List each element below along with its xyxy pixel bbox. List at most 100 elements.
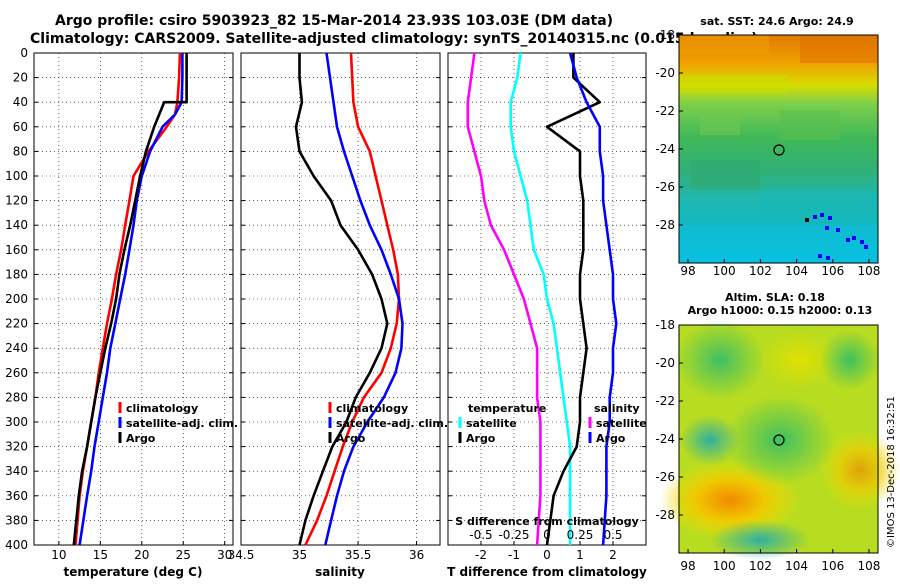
legend-argo: Argo: [336, 432, 366, 445]
depth-tick-label: 400: [5, 538, 28, 552]
salinity-legend: climatology satellite-adj. clim. Argo: [328, 402, 448, 445]
difference-legend: temperature satellite Argo salinity sate…: [458, 402, 647, 445]
series-line-argo: [72, 53, 188, 546]
sla-map-texture: [660, 320, 900, 560]
depth-tick-label: 160: [5, 243, 28, 257]
t-difference-axis-label: T difference from climatology: [447, 565, 647, 579]
legend-satellite-adj: satellite-adj. clim.: [336, 417, 448, 430]
lat-tick-label: -18: [655, 28, 675, 42]
s-tick-label: -0.5: [469, 528, 492, 542]
depth-tick-label: 120: [5, 194, 28, 208]
salinity-plot-frame: [240, 52, 441, 546]
sla-map-title: Altim. SLA: 0.18: [725, 291, 825, 304]
lon-tick-label: 108: [858, 559, 881, 573]
lat-tick-label: -26: [655, 180, 675, 194]
lat-tick-label: -22: [655, 104, 675, 118]
lon-tick-label: 100: [713, 264, 736, 278]
depth-tick-label: 320: [5, 440, 28, 454]
depth-tick-label: 140: [5, 218, 28, 232]
x-tick-label: 35.5: [345, 548, 372, 562]
s-tick-label: 0.25: [567, 528, 594, 542]
depth-tick-label: 360: [5, 489, 28, 503]
x-tick-label: 0: [543, 548, 551, 562]
s-tick-label: 0: [543, 528, 551, 542]
depth-tick-label: 20: [13, 71, 28, 85]
depth-tick-label: 0: [20, 46, 28, 60]
depth-tick-label: 380: [5, 513, 28, 527]
x-tick-label: 35: [292, 548, 307, 562]
sst-map-lat-ticks: -18 -20 -22 -24 -26 -28: [655, 28, 683, 232]
series-line-t-argo: [545, 53, 602, 546]
s-tick-label: -0.25: [498, 528, 529, 542]
lat-tick-label: -24: [655, 142, 675, 156]
lat-tick-label: -20: [655, 356, 675, 370]
title-line-2: Climatology: CARS2009. Satellite-adjuste…: [30, 31, 758, 47]
sst-map-lon-ticks: 98 100 102 104 106 108: [680, 259, 880, 278]
s-difference-tick-labels: -0.5 -0.25 0 0.25 0.5: [469, 528, 622, 542]
salinity-lines: [294, 52, 404, 546]
lon-tick-label: 104: [785, 264, 808, 278]
lon-tick-label: 102: [749, 559, 772, 573]
sla-map-subtitle: Argo h1000: 0.15 h2000: 0.13: [688, 304, 873, 317]
x-tick-label: 30: [217, 548, 232, 562]
lat-tick-label: -26: [655, 470, 675, 484]
depth-tick-label: 80: [13, 144, 28, 158]
x-tick-label: 10: [51, 548, 66, 562]
series-line-satellite-adj-clim-: [324, 52, 404, 546]
series-line-s-argo: [568, 52, 618, 546]
legend-argo: Argo: [126, 432, 156, 445]
lat-tick-label: -22: [655, 394, 675, 408]
s-difference-axis-label: S difference from climatology: [455, 515, 639, 528]
temperature-panel: 0 20 40 60 80 100 120 140 160 180 200 220 240 260 280 3…: [5, 46, 238, 579]
legend-s-argo: Argo: [596, 432, 626, 445]
lat-tick-label: -28: [655, 218, 675, 232]
depth-tick-label: 220: [5, 317, 28, 331]
difference-grid: [448, 52, 646, 546]
lon-tick-label: 106: [821, 559, 844, 573]
lon-tick-label: 102: [749, 264, 772, 278]
lat-tick-label: -28: [655, 508, 675, 522]
lat-tick-label: -20: [655, 66, 675, 80]
temperature-tick-labels: 10 15 20 25 30: [51, 548, 232, 562]
series-line-argo: [294, 53, 389, 546]
depth-tick-label: 200: [5, 292, 28, 306]
depth-tick-label: 300: [5, 415, 28, 429]
x-tick-label: 1: [576, 548, 584, 562]
sla-map-lat-ticks: -18 -20 -22 -24 -26 -28: [655, 318, 683, 522]
depth-tick-label: 240: [5, 341, 28, 355]
depth-tick-label: 260: [5, 366, 28, 380]
x-tick-label: 36: [409, 548, 424, 562]
difference-panel: -2 -1 0 1 2 -0.5 -0.25 0 0.25 0.5 S difference f…: [447, 52, 647, 579]
sst-map-texture: [679, 35, 878, 263]
x-tick-label: 2: [609, 548, 617, 562]
legend-climatology: climatology: [336, 402, 408, 415]
depth-tick-label: 60: [13, 120, 28, 134]
lat-tick-label: -18: [655, 318, 675, 332]
legend-t-argo: Argo: [466, 432, 496, 445]
series-line-t-satellite: [509, 52, 572, 545]
lon-tick-label: 108: [858, 264, 881, 278]
salinity-tick-labels: 34.5 35 35.5 36: [228, 548, 425, 562]
lat-tick-label: -24: [655, 432, 675, 446]
temperature-plot-frame: [33, 52, 234, 546]
lon-tick-label: 100: [713, 559, 736, 573]
s-tick-label: 0.5: [603, 528, 622, 542]
depth-tick-label: 100: [5, 169, 28, 183]
x-tick-label: -2: [475, 548, 487, 562]
series-line-s-satellite: [466, 52, 542, 546]
sla-map-lon-ticks: 98 100 102 104 106 108: [680, 549, 880, 573]
lon-tick-label: 98: [680, 559, 695, 573]
temperature-axis-label: temperature (deg C): [64, 565, 203, 579]
x-tick-label: 34.5: [228, 548, 255, 562]
imos-timestamp: ©IMOS 13-Dec-2018 16:32:51: [886, 396, 897, 548]
lon-tick-label: 104: [785, 559, 808, 573]
sst-map: sat. SST: 24.6 Argo: 24.9 -18 -20 -22 -24 -2…: [655, 15, 880, 278]
temperature-legend: climatology satellite-adj. clim. Argo: [118, 402, 238, 445]
legend-satellite-adj: satellite-adj. clim.: [126, 417, 238, 430]
temperature-lines: [72, 52, 188, 546]
x-tick-label: -1: [508, 548, 520, 562]
depth-tick-label: 280: [5, 390, 28, 404]
salinity-panel: 34.5 35 35.5 36 salinity climatology satell…: [228, 52, 448, 579]
legend-salinity-header: salinity: [594, 402, 640, 415]
